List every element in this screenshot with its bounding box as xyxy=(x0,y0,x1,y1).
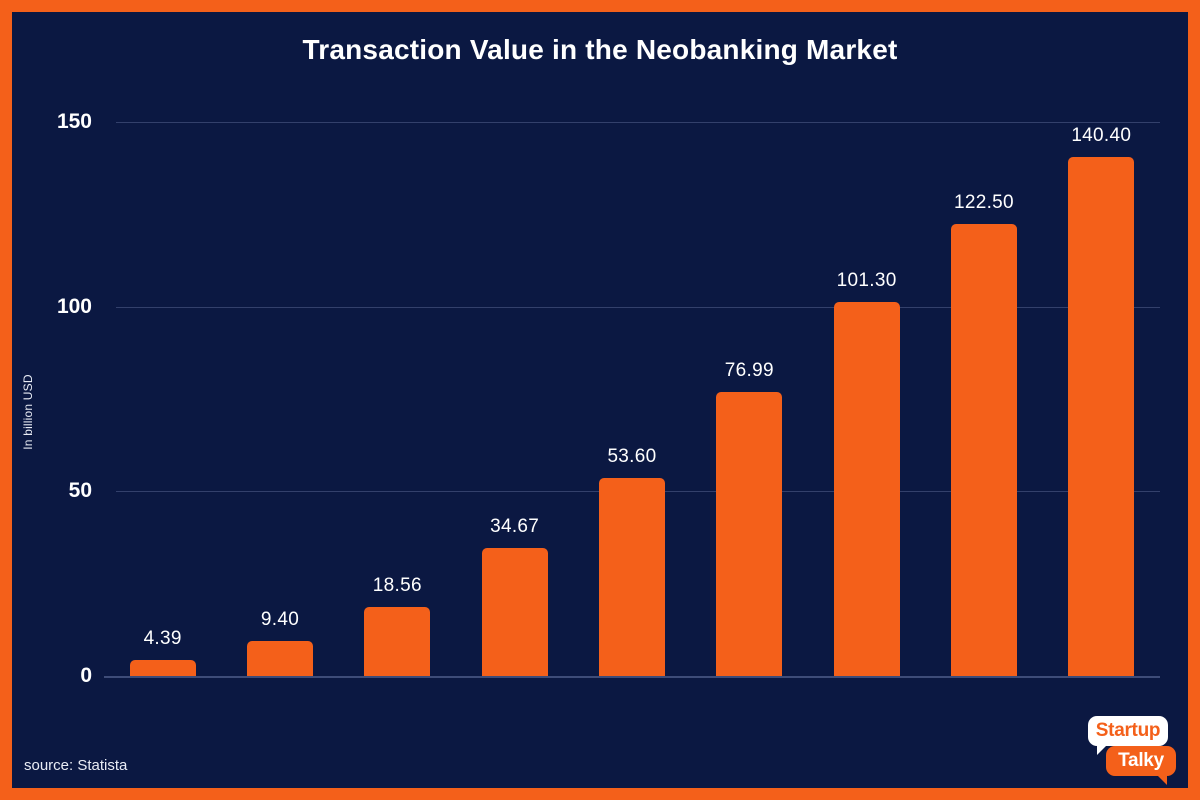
bar-group: 140.40 xyxy=(1043,122,1160,676)
chart-canvas: Transaction Value in the Neobanking Mark… xyxy=(12,12,1188,788)
bar-group: 53.60 xyxy=(573,122,690,676)
bar[interactable] xyxy=(598,478,665,676)
bar-value-label: 9.40 xyxy=(260,609,300,631)
gridline xyxy=(116,306,1160,308)
bar-value-label: 140.40 xyxy=(1071,125,1132,147)
bar-group: 4.39 xyxy=(104,122,221,676)
bar-value-label: 34.67 xyxy=(490,515,540,537)
bar-value-label: 76.99 xyxy=(724,359,774,381)
bar[interactable] xyxy=(950,223,1017,676)
bar-group: 18.56 xyxy=(339,122,456,676)
bar-value-label: 101.30 xyxy=(836,269,897,291)
y-axis-tick-label: 0 xyxy=(80,664,92,687)
y-axis-tick-label: 50 xyxy=(68,479,92,503)
bar[interactable] xyxy=(246,641,313,676)
gridline xyxy=(116,122,1160,123)
y-axis-tick-label: 150 xyxy=(56,110,92,133)
bar-series: 4.39 9.40 18.56 34.67 53.60 76.99 101.30 122.50… xyxy=(104,122,1160,676)
y-axis-tick-label: 100 xyxy=(56,294,92,318)
chart-title: Transaction Value in the Neobanking Mark… xyxy=(302,34,898,65)
bar-group: 9.40 xyxy=(221,122,338,676)
x-axis-baseline xyxy=(104,676,1160,678)
bar-value-label: 4.39 xyxy=(143,627,182,649)
logo-bubble-talky: Talky xyxy=(1106,746,1176,785)
bar[interactable] xyxy=(1068,157,1135,676)
plot-area: 0 50 100 150 4.39 9.40 18.56 34.67 53.60 76.99 10… xyxy=(57,110,1160,687)
bar[interactable] xyxy=(716,391,783,676)
bar-value-label: 53.60 xyxy=(607,446,657,468)
bar-group: 34.67 xyxy=(456,122,573,676)
bar-value-label: 122.50 xyxy=(953,191,1014,213)
y-axis-title: In billion USD xyxy=(21,374,35,450)
bar-group: 122.50 xyxy=(925,122,1042,676)
bar-value-label: 18.56 xyxy=(372,575,422,597)
bar[interactable] xyxy=(364,607,431,676)
logo-bubble-startup: Startup xyxy=(1088,716,1168,755)
bar[interactable] xyxy=(833,301,900,676)
bar[interactable] xyxy=(129,659,196,676)
source-note: source: Statista xyxy=(24,757,128,774)
startup-talky-logo: Startup Talky xyxy=(1086,712,1182,785)
bar[interactable] xyxy=(481,547,548,676)
bar-group: 76.99 xyxy=(691,122,808,676)
bar-group: 101.30 xyxy=(808,122,925,676)
